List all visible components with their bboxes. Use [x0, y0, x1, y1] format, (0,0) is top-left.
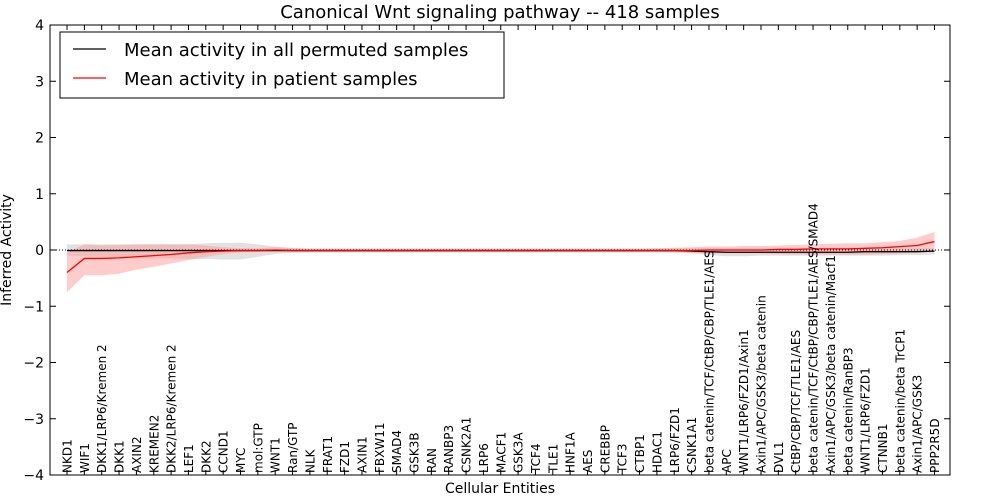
x-tick-label: TLE1 — [546, 444, 560, 474]
x-tick-label: beta catenin/TCF/CtBP/CBP/TLE1/AES — [702, 250, 716, 473]
x-tick-label: GSK3A — [512, 432, 526, 473]
y-tick-label: −2 — [23, 356, 44, 372]
x-tick-label: CtBP/CBP/TCF/TLE1/AES — [789, 330, 803, 473]
x-tick-label: DKK1 — [113, 440, 127, 473]
x-tick-label: beta catenin/beta TrCP1 — [893, 329, 907, 473]
x-tick-label: DKK2/LRP6/Kremen 2 — [165, 344, 179, 473]
x-tick-label: LRP6 — [477, 443, 491, 473]
x-tick-label: FRAT1 — [321, 436, 335, 473]
x-axis-label: Cellular Entities — [445, 481, 555, 497]
x-tick-label: WNT1/LRP6/FZD1 — [859, 367, 873, 473]
x-tick-label: APC — [720, 449, 734, 473]
x-tick-label: AXIN1 — [355, 436, 369, 473]
x-tick-label: WNT1 — [269, 437, 283, 473]
y-tick-label: 1 — [35, 187, 44, 203]
x-tick-label: CSNK1A1 — [685, 417, 699, 473]
y-tick-label: −3 — [23, 412, 44, 428]
x-tick-label: CCND1 — [217, 430, 231, 473]
x-tick-label: LEF1 — [182, 444, 196, 473]
x-tick-label: mol:GTP — [251, 423, 265, 473]
x-tick-label: CREBBP — [598, 425, 612, 473]
x-tick-label: DVL1 — [772, 441, 786, 473]
series-lines — [50, 240, 950, 274]
x-tick-label: RANBP3 — [442, 425, 456, 473]
x-tick-label: FZD1 — [338, 441, 352, 473]
x-tick-label: FBXW11 — [373, 423, 387, 474]
y-axis: −4 −3 −2 −1 0 1 2 3 4 — [23, 18, 950, 484]
y-tick-label: 3 — [35, 74, 44, 90]
x-tick-label: Axin1/APC/GSK3/beta catenin/Macf1 — [824, 255, 838, 473]
x-tick-label: GSK3B — [408, 432, 422, 473]
x-tick-label: CTBP1 — [633, 434, 647, 473]
x-tick-label: DKK2 — [199, 440, 213, 473]
y-axis-label: Inferred Activity — [0, 194, 15, 306]
y-tick-label: 0 — [35, 243, 44, 259]
x-tick-label: Ran/GTP — [286, 422, 300, 473]
x-tick-label: TCF4 — [529, 443, 543, 474]
x-tick-label: HDAC1 — [650, 431, 664, 473]
x-tick-label: MYC — [234, 448, 248, 473]
x-tick-label: MACF1 — [494, 432, 508, 473]
x-tick-label: Axin1/APC/GSK3 — [911, 375, 925, 473]
x-tick-label: beta catenin/TCF/CtBP/CBP/TLE1/AES/SMAD4 — [807, 203, 821, 473]
x-axis: NKD1 WIF1 DKK1/LRP6/Kremen 2 DKK1 AXIN2 KREME… — [61, 25, 942, 475]
x-tick-label: CSNK2A1 — [460, 417, 474, 473]
x-tick-label: RAN — [425, 448, 439, 473]
x-tick-label: SMAD4 — [390, 430, 404, 473]
y-tick-label: −1 — [23, 299, 44, 315]
x-tick-label: NKD1 — [61, 439, 75, 473]
x-tick-label: HNF1A — [564, 431, 578, 473]
x-tick-label: AES — [581, 450, 595, 473]
x-tick-label: DKK1/LRP6/Kremen 2 — [95, 344, 109, 473]
legend: Mean activity in all permuted samples Me… — [59, 31, 505, 99]
chart-title: Canonical Wnt signaling pathway -- 418 s… — [280, 2, 720, 23]
x-tick-label: beta catenin/RanBP3 — [841, 347, 855, 473]
y-tick-label: 4 — [35, 18, 44, 34]
x-tick-label: KREMEN2 — [147, 415, 161, 473]
x-tick-label: AXIN2 — [130, 436, 144, 473]
x-tick-label: PPP2R5D — [928, 418, 942, 473]
legend-label-patient: Mean activity in patient samples — [124, 69, 418, 90]
y-tick-label: −4 — [23, 468, 44, 484]
plot-frame — [49, 24, 951, 476]
y-tick-label: 2 — [35, 131, 44, 147]
legend-box — [59, 31, 505, 99]
x-tick-label: WNT1/LRP6/FZD1/Axin1 — [737, 329, 751, 473]
line-patient — [66, 240, 935, 274]
x-tick-label: CTNNB1 — [876, 423, 890, 473]
x-tick-label: LRP6/FZD1 — [668, 407, 682, 473]
x-tick-label: Axin1/APC/GSK3/beta catenin — [755, 295, 769, 473]
x-tick-label: NLK — [303, 448, 317, 473]
legend-label-permuted: Mean activity in all permuted samples — [124, 40, 468, 61]
x-tick-label: TCF3 — [616, 443, 630, 474]
band-patient — [67, 232, 935, 293]
x-tick-label: WIF1 — [78, 443, 92, 473]
